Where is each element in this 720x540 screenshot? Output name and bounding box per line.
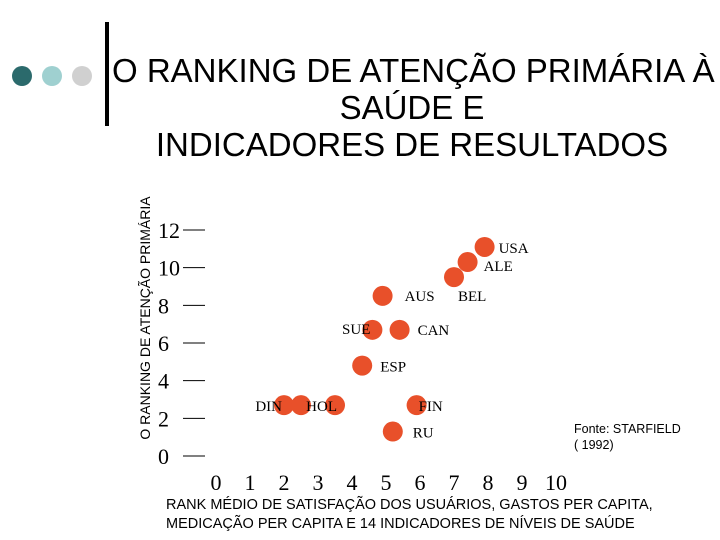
data-point-label: USA — [499, 241, 529, 257]
x-tick-label: 10 — [545, 470, 567, 495]
y-tick-label: 2 — [158, 406, 169, 431]
slide-title: O RANKING DE ATENÇÃO PRIMÁRIA À SAÚDE E … — [112, 52, 715, 163]
data-point-label: AUS — [405, 289, 435, 305]
data-point-label: SUE — [342, 322, 370, 338]
y-tick-label: 10 — [158, 256, 180, 281]
source-line-2: ( 1992) — [574, 438, 614, 452]
source-line-1: Fonte: STARFIELD — [574, 422, 681, 436]
data-point — [382, 421, 403, 442]
x-tick-label: 6 — [415, 470, 426, 495]
data-point-label: BEL — [458, 289, 486, 305]
data-point-label: HOL — [306, 399, 337, 415]
data-point — [291, 395, 311, 416]
x-tick-label: 8 — [483, 470, 494, 495]
y-tick-label: 4 — [158, 369, 169, 394]
x-tick-label: 7 — [449, 470, 460, 495]
title-divider — [105, 22, 109, 126]
data-point-label: ALE — [484, 259, 513, 275]
data-point — [406, 395, 427, 416]
y-tick-label: 12 — [158, 218, 180, 243]
bullet-dot-2 — [42, 66, 62, 86]
x-axis-label-line-1: RANK MÉDIO DE SATISFAÇÃO DOS USUÁRIOS, G… — [166, 497, 653, 513]
y-tick-label: 0 — [158, 444, 169, 469]
x-tick-label: 3 — [313, 470, 324, 495]
bullet-dot-3 — [72, 66, 92, 86]
title-line-2: SAÚDE E — [339, 89, 485, 126]
data-point — [352, 355, 373, 376]
data-point — [389, 319, 410, 340]
data-point-label: DIN — [255, 399, 282, 415]
data-point-label: ESP — [380, 360, 406, 376]
x-axis-label: RANK MÉDIO DE SATISFAÇÃO DOS USUÁRIOS, G… — [166, 496, 653, 534]
data-point — [362, 319, 383, 340]
source-note: Fonte: STARFIELD ( 1992) — [574, 421, 681, 453]
x-tick-label: 0 — [211, 470, 222, 495]
x-tick-label: 4 — [347, 470, 358, 495]
y-tick-label: 8 — [158, 293, 169, 318]
x-axis-label-line-2: MEDICAÇÃO PER CAPITA E 14 INDICADORES DE… — [166, 516, 635, 532]
data-point — [274, 395, 294, 416]
data-point — [474, 236, 495, 257]
x-tick-label: 9 — [517, 470, 528, 495]
data-point-label: CAN — [418, 323, 450, 339]
x-tick-label: 1 — [245, 470, 256, 495]
data-point — [457, 252, 478, 273]
x-tick-label: 2 — [279, 470, 290, 495]
data-point-label: FIN — [419, 399, 443, 415]
bullet-dot-1 — [12, 66, 32, 86]
data-point — [444, 267, 464, 288]
title-line-1: O RANKING DE ATENÇÃO PRIMÁRIA À — [112, 52, 715, 89]
data-point — [325, 395, 345, 416]
x-tick-label: 5 — [381, 470, 392, 495]
y-tick-label: 6 — [158, 331, 169, 356]
data-point-label: RU — [413, 426, 434, 442]
data-point — [372, 285, 393, 306]
title-line-3: INDICADORES DE RESULTADOS — [155, 126, 669, 163]
